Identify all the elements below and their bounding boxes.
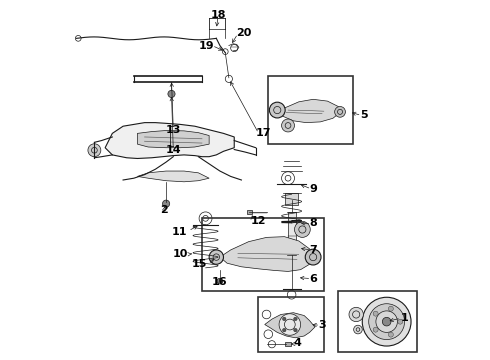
Text: 17: 17 [256, 129, 271, 138]
Text: 6: 6 [310, 274, 318, 284]
Circle shape [88, 144, 101, 157]
Circle shape [294, 222, 310, 237]
Text: 14: 14 [166, 144, 181, 154]
Polygon shape [137, 131, 209, 148]
Circle shape [209, 250, 223, 264]
Circle shape [270, 102, 285, 118]
Bar [258, 297, 324, 352]
Text: 2: 2 [160, 206, 168, 216]
Bar [285, 193, 298, 205]
Circle shape [368, 304, 405, 339]
Text: 3: 3 [318, 320, 326, 330]
Circle shape [373, 311, 378, 316]
Circle shape [282, 317, 286, 321]
Polygon shape [265, 313, 315, 338]
Bar [288, 212, 295, 255]
Bar [338, 291, 417, 352]
Polygon shape [220, 237, 313, 271]
Circle shape [217, 278, 223, 284]
Circle shape [373, 327, 378, 332]
Text: 13: 13 [166, 125, 181, 135]
Circle shape [163, 200, 170, 207]
Circle shape [294, 328, 297, 332]
Bar [269, 76, 353, 144]
Circle shape [349, 307, 364, 321]
Text: 20: 20 [236, 28, 251, 38]
Circle shape [398, 319, 403, 324]
Circle shape [382, 318, 391, 326]
Text: 10: 10 [172, 248, 188, 258]
Text: 19: 19 [199, 41, 215, 50]
Text: 7: 7 [310, 245, 318, 255]
Text: 11: 11 [172, 227, 188, 237]
Circle shape [168, 90, 175, 98]
Circle shape [376, 311, 397, 332]
Text: 12: 12 [250, 216, 266, 226]
Circle shape [282, 328, 286, 332]
Circle shape [362, 297, 411, 346]
Circle shape [305, 249, 321, 265]
Circle shape [279, 314, 300, 335]
Text: 8: 8 [310, 218, 318, 228]
Circle shape [389, 332, 393, 337]
Text: 16: 16 [212, 277, 228, 287]
Text: 9: 9 [310, 184, 318, 194]
Polygon shape [137, 171, 209, 182]
Text: 5: 5 [360, 111, 368, 121]
Polygon shape [279, 99, 340, 123]
Circle shape [294, 317, 297, 321]
Circle shape [335, 107, 345, 117]
Bar [202, 218, 324, 291]
Text: 18: 18 [210, 10, 226, 20]
Bar [285, 342, 291, 346]
Text: 15: 15 [192, 259, 207, 269]
Bar [247, 211, 252, 214]
Text: 4: 4 [294, 338, 301, 348]
Polygon shape [105, 123, 234, 158]
Circle shape [354, 325, 362, 334]
Circle shape [389, 306, 393, 311]
Text: 1: 1 [401, 313, 409, 323]
Circle shape [282, 119, 294, 132]
